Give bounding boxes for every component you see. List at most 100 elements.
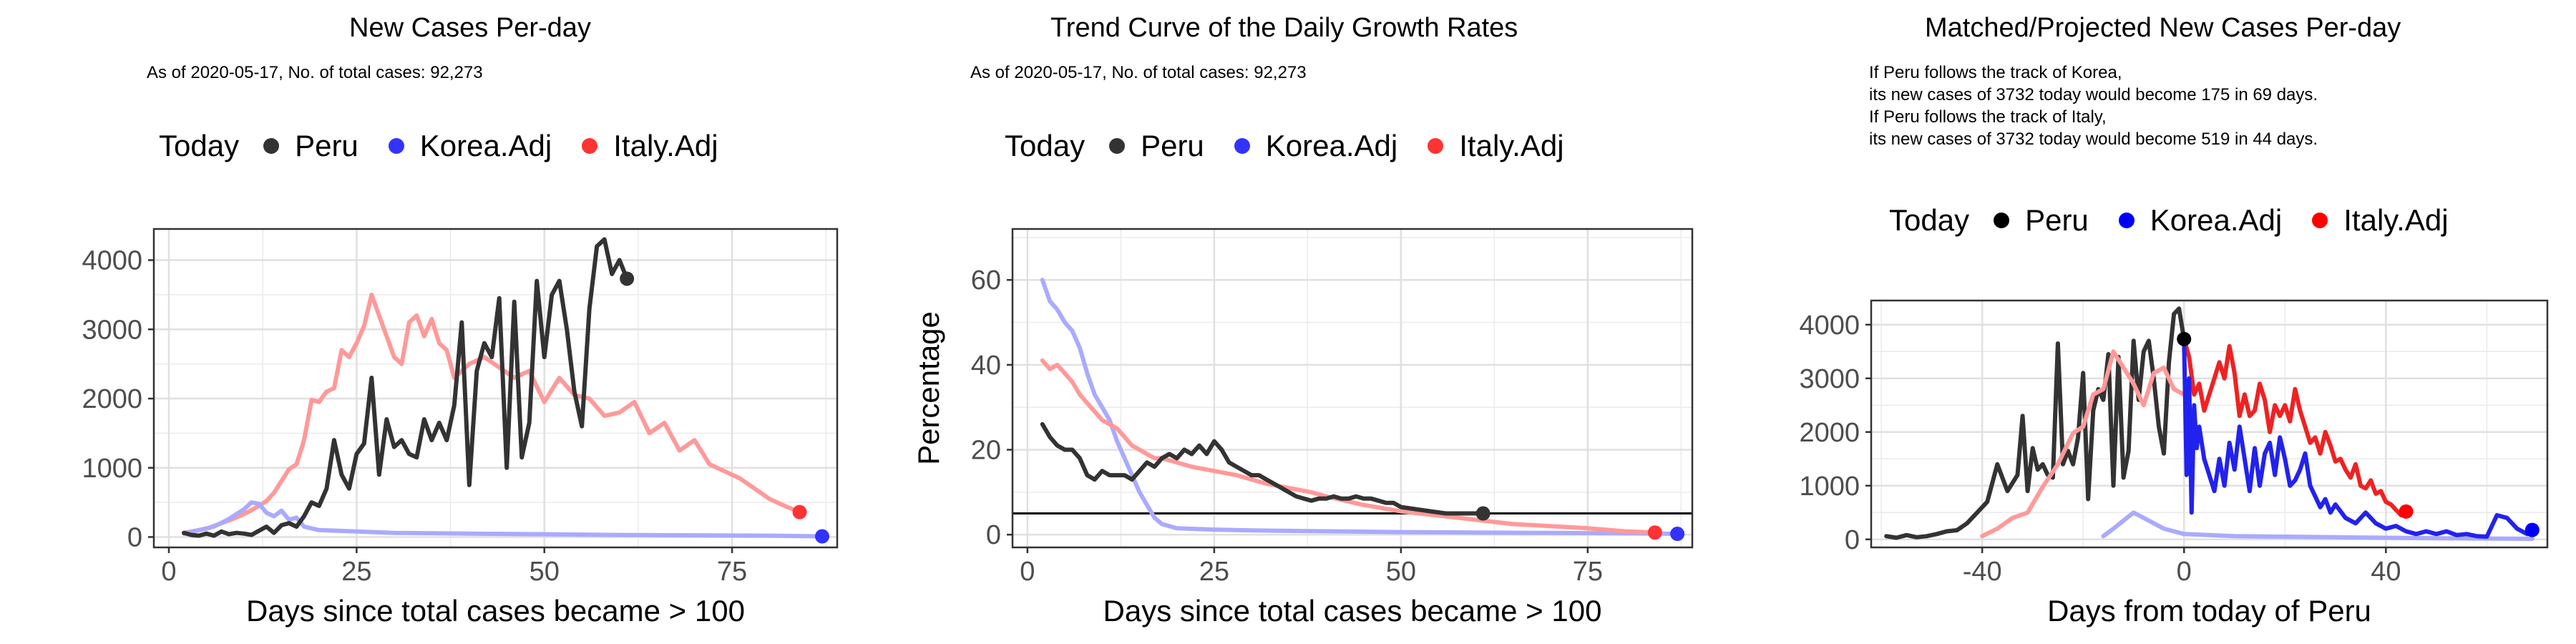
- legend-label: Peru: [1141, 129, 1204, 162]
- x-tick-label: 75: [1573, 557, 1603, 587]
- y-tick-label: 4000: [1799, 311, 1860, 341]
- note-line: If Peru follows the track of Italy,: [1869, 107, 2107, 127]
- legend-title: Today: [159, 129, 240, 162]
- panel-growth-rates: Trend Curve of the Daily Growth Rates As…: [859, 0, 1717, 644]
- legend-item-italy: Italy.Adj: [1418, 129, 1564, 163]
- x-tick-label: 0: [161, 557, 176, 587]
- legend-label: Korea.Adj: [1265, 129, 1398, 162]
- series-line-peru: [182, 237, 630, 538]
- legend-dot-icon: [2312, 213, 2328, 228]
- today-point-peru: [620, 271, 635, 286]
- legend: Today Peru Korea.Adj Italy.Adj: [1889, 203, 2469, 238]
- y-tick-label: 20: [971, 436, 1001, 466]
- y-tick-label: 0: [986, 520, 1001, 550]
- legend-dot-icon: [1234, 138, 1250, 154]
- legend-item-peru: Peru: [1984, 203, 2089, 238]
- today-point-italy-adj: [792, 504, 807, 519]
- today-point-peru: [2177, 331, 2192, 346]
- x-tick-label: 25: [1199, 557, 1229, 587]
- x-axis-label: Days from today of Peru: [2047, 594, 2371, 628]
- x-tick-label: 75: [717, 557, 747, 587]
- legend-dot-icon: [582, 138, 598, 154]
- legend-dot-icon: [1109, 138, 1126, 154]
- plot-border: [152, 228, 839, 549]
- chart-new-cases: 0 25 50 75 0 1000 2000 3000 4000 Days since total…: [82, 228, 839, 628]
- legend-item-korea: Korea.Adj: [379, 129, 552, 163]
- projection-notes: If Peru follows the track of Korea, its …: [1869, 62, 2318, 150]
- y-tick-label: 0: [1845, 525, 1860, 555]
- x-tick-label: 50: [530, 557, 560, 587]
- series-line-korea-adj: [182, 500, 824, 539]
- panel-subtitle: As of 2020-05-17, No. of total cases: 92…: [147, 63, 483, 82]
- series-line-peru: [1884, 306, 2187, 540]
- series-line-korea-adj: [2182, 336, 2534, 539]
- y-tick-label: 1000: [82, 454, 142, 484]
- legend-dot-icon: [1428, 138, 1444, 154]
- x-axis-label: Days since total cases became > 100: [1103, 594, 1602, 628]
- legend-dot-icon: [2118, 213, 2135, 228]
- legend-dot-icon: [1994, 213, 2010, 228]
- today-point-korea-adj: [1670, 527, 1685, 542]
- series-line-italy-adj: [182, 292, 802, 535]
- today-point-italy-adj: [1647, 525, 1662, 540]
- x-tick-label: 50: [1386, 557, 1416, 587]
- chart-growth-rates: 0 25 50 75 0 20 40 60 Days since total cases bec…: [912, 228, 1694, 628]
- note-line: its new cases of 3732 today would become…: [1869, 85, 2318, 104]
- legend-label: Italy.Adj: [1459, 129, 1564, 162]
- plot-border: [1011, 228, 1694, 549]
- panel-title: Trend Curve of the Daily Growth Rates: [1050, 13, 1518, 43]
- x-tick-label: 0: [1020, 557, 1035, 587]
- series-line-italy-adj: [1980, 349, 2187, 539]
- legend-label: Italy.Adj: [613, 129, 718, 162]
- legend-dot-icon: [388, 138, 404, 154]
- y-axis-label: Percentage: [912, 311, 945, 465]
- legend-label: Peru: [2025, 203, 2089, 237]
- x-tick-label: 25: [341, 557, 371, 587]
- y-tick-label: 60: [971, 265, 1001, 296]
- legend: Today Peru Korea.Adj Italy.Adj: [159, 129, 738, 163]
- x-tick-label: 0: [2177, 557, 2192, 587]
- x-tick-label: 40: [2371, 557, 2401, 587]
- plot-border: [1870, 299, 2549, 549]
- series-line-italy-adj: [2182, 336, 2409, 517]
- legend-item-korea: Korea.Adj: [2109, 203, 2282, 238]
- legend-label: Korea.Adj: [419, 129, 552, 162]
- legend-label: Peru: [295, 129, 358, 162]
- y-tick-label: 3000: [1799, 364, 1860, 394]
- y-tick-label: 2000: [82, 384, 142, 414]
- legend-title: Today: [1889, 203, 1970, 237]
- today-point-korea-adj: [815, 529, 830, 544]
- legend-item-peru: Peru: [1099, 129, 1204, 163]
- legend-item-korea: Korea.Adj: [1224, 129, 1397, 163]
- x-axis-label: Days since total cases became > 100: [246, 594, 745, 628]
- legend: Today Peru Korea.Adj Italy.Adj: [1005, 129, 1584, 163]
- note-line: its new cases of 3732 today would become…: [1869, 130, 2318, 149]
- y-tick-label: 1000: [1799, 472, 1860, 502]
- series-line-peru: [1040, 421, 1485, 516]
- y-tick-label: 4000: [82, 246, 142, 276]
- y-tick-label: 2000: [1799, 418, 1860, 448]
- panel-new-cases: New Cases Per-day As of 2020-05-17, No. …: [0, 0, 859, 644]
- y-tick-label: 3000: [82, 315, 142, 345]
- legend-item-peru: Peru: [253, 129, 358, 163]
- series-line-korea-adj: [1040, 278, 1680, 536]
- today-point-korea-adj: [2524, 522, 2540, 537]
- today-point-peru: [1475, 506, 1491, 521]
- series-line-korea-adj: [2101, 510, 2534, 541]
- legend-label: Korea.Adj: [2150, 203, 2283, 237]
- legend-title: Today: [1005, 129, 1085, 162]
- legend-item-italy: Italy.Adj: [2302, 203, 2449, 238]
- chart-projected: -40 0 40 0 1000 2000 3000 4000 Days from today o…: [1799, 299, 2549, 628]
- legend-item-italy: Italy.Adj: [572, 129, 718, 163]
- y-tick-label: 0: [127, 522, 142, 552]
- panel-projected: Matched/Projected New Cases Per-day If P…: [1717, 0, 2576, 644]
- y-tick-label: 40: [971, 351, 1001, 381]
- today-point-italy-adj: [2399, 504, 2414, 519]
- legend-dot-icon: [263, 138, 280, 154]
- panel-title: Matched/Projected New Cases Per-day: [1925, 13, 2401, 43]
- x-tick-label: -40: [1963, 557, 2002, 587]
- panel-subtitle: As of 2020-05-17, No. of total cases: 92…: [970, 63, 1307, 82]
- note-line: If Peru follows the track of Korea,: [1869, 63, 2122, 82]
- series-line-italy-adj: [1040, 358, 1657, 535]
- legend-label: Italy.Adj: [2343, 203, 2449, 237]
